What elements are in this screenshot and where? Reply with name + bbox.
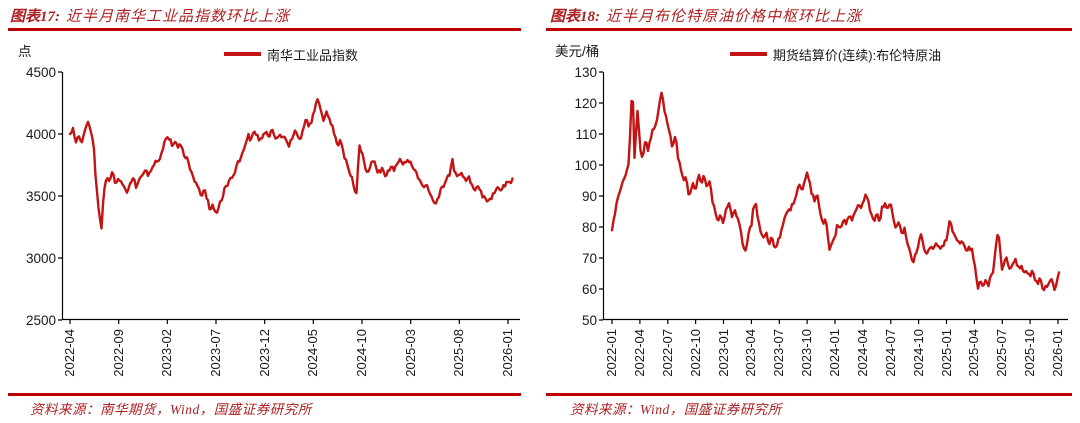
x-tick-label: 2026-01 — [500, 329, 515, 377]
x-tick-label: 2022-04 — [62, 329, 77, 377]
y-tick-label: 70 — [581, 250, 597, 266]
figure-title: 图表17: 近半月南华工业品指数环比上涨 — [10, 5, 290, 26]
x-tick-label: 2023-10 — [799, 329, 815, 377]
y-tick-label: 2500 — [25, 312, 56, 328]
chart-plot — [599, 71, 1068, 324]
source-note: 资料来源：南华期货，Wind，国盛证券研究所 — [30, 402, 312, 417]
x-tick-label: 2022-09 — [110, 329, 126, 377]
figure-title-text: 近半月布伦特原油价格中枢环比上涨 — [606, 9, 863, 25]
x-tick-label: 2024-10 — [910, 329, 926, 377]
x-tick-label: 2023-01 — [715, 329, 731, 377]
legend: 南华工业品指数 — [62, 46, 520, 63]
y-tick-label: 110 — [575, 126, 597, 142]
y-tick-label: 90 — [581, 188, 597, 204]
series-line — [610, 91, 1061, 292]
y-tick-label: 3500 — [25, 188, 56, 204]
source-note: 资料来源：Wind，国盛证券研究所 — [570, 402, 782, 417]
legend-label: 南华工业品指数 — [266, 47, 358, 63]
x-tick-label: 2024-10 — [354, 329, 369, 377]
figure-17-panel: 图表17: 近半月南华工业品指数环比上涨 点 南华工业品指数 资料来源：南华期货，… — [8, 5, 521, 417]
x-tick-label: 2025-07 — [994, 329, 1010, 377]
title-rule — [8, 28, 521, 31]
y-tick-label: 3000 — [25, 250, 56, 266]
x-tick-label: 2023-04 — [743, 329, 759, 377]
x-tick-label: 2026-01 — [1050, 329, 1065, 377]
x-tick-label: 2022-10 — [687, 329, 703, 377]
y-tick-label: 80 — [581, 219, 597, 235]
x-tick-label: 2022-04 — [631, 329, 647, 377]
x-tick-label: 2024-01 — [827, 329, 842, 377]
axes — [599, 71, 1068, 324]
footer-rule — [8, 393, 521, 396]
y-tick-label: 130 — [574, 64, 597, 80]
y-tick-label: 120 — [574, 95, 597, 111]
x-tick-label: 2025-03 — [402, 329, 418, 377]
x-tick-label: 2024-07 — [882, 329, 898, 377]
x-tick-label: 2025-08 — [451, 329, 467, 377]
x-tick-label: 2025-04 — [966, 329, 982, 377]
figure-label: 图表18: — [550, 9, 600, 25]
y-tick-label: 100 — [574, 157, 597, 173]
x-tick-label: 2023-12 — [256, 329, 272, 377]
y-tick-label: 60 — [581, 281, 597, 297]
figure-title-text: 近半月南华工业品指数环比上涨 — [66, 9, 291, 25]
x-tick-label: 2023-02 — [159, 329, 175, 377]
x-tick-label: 2024-05 — [305, 329, 321, 377]
x-tick-label: 2024-04 — [854, 329, 870, 377]
figure-label: 图表17: — [10, 9, 60, 25]
y-axis-unit-label: 点 — [18, 44, 32, 59]
legend: 期货结算价(连续):布伦特原油 — [603, 46, 1068, 63]
y-tick-label: 50 — [581, 312, 597, 328]
x-tick-label: 2022-01 — [604, 329, 619, 377]
y-axis-unit-label: 美元/桶 — [555, 44, 600, 59]
figure-18-panel: 图表18: 近半月布伦特原油价格中枢环比上涨 美元/桶 期货结算价(连续):布伦特… — [540, 0, 1080, 423]
legend-label: 期货结算价(连续):布伦特原油 — [772, 47, 942, 63]
x-tick-label: 2025-10 — [1022, 329, 1038, 377]
series-line — [68, 98, 514, 230]
legend-line-swatch-icon — [729, 52, 767, 56]
legend-line-swatch-icon — [223, 52, 261, 56]
x-tick-label: 2022-07 — [659, 329, 675, 377]
figure-title: 图表18: 近半月布伦特原油价格中枢环比上涨 — [550, 5, 862, 26]
chart-plot — [58, 71, 520, 324]
y-tick-label: 4000 — [25, 126, 56, 142]
x-tick-label: 2023-07 — [771, 329, 787, 377]
footer-rule — [546, 393, 1072, 396]
title-rule — [546, 28, 1072, 31]
x-tick-label: 2025-01 — [938, 329, 954, 377]
x-tick-label: 2023-07 — [208, 329, 223, 377]
y-tick-label: 4500 — [25, 64, 56, 80]
axes — [58, 71, 520, 324]
